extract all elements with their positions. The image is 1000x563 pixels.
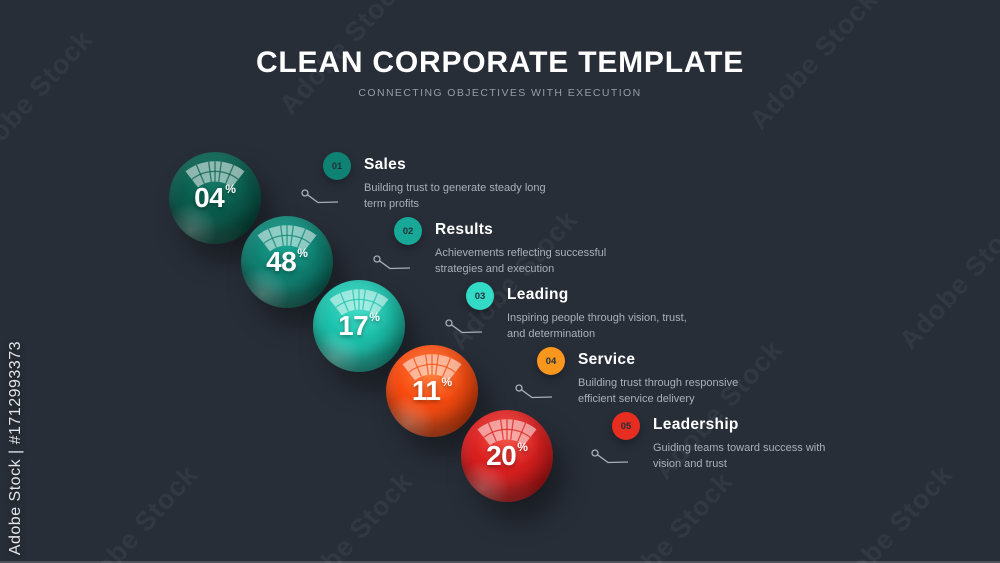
window-reflection-highlight [329, 289, 389, 316]
percent-value: 04% [194, 182, 236, 213]
objective-item-leading: 03 Leading Inspiring people through visi… [466, 282, 702, 343]
header: CLEAN CORPORATE TEMPLATE CONNECTING OBJE… [0, 0, 1000, 99]
leader-line [445, 319, 483, 334]
window-reflection-highlight [477, 419, 537, 446]
item-title: Service [578, 351, 636, 368]
item-description: Guiding teams toward success with vision… [653, 442, 826, 470]
percent-value: 20% [486, 440, 528, 471]
item-description: Achievements reflecting successful strat… [435, 247, 607, 275]
item-title: Leadership [653, 416, 739, 433]
item-description: Building trust to generate steady long t… [364, 182, 546, 210]
leader-line [301, 189, 339, 204]
item-title: Sales [364, 156, 407, 173]
bottom-edge-line [0, 561, 1000, 563]
diagonal-watermark: Adobe Stock [893, 204, 1000, 356]
diagonal-watermark: Adobe Stock [63, 459, 204, 563]
metric-ball-3: 17% [313, 280, 405, 372]
item-description: Inspiring people through vision, trust, … [507, 312, 687, 340]
step-number-badge: 02 [394, 217, 422, 245]
metric-ball-1: 04% [169, 152, 261, 244]
diagonal-watermark: Adobe Stock [278, 466, 419, 563]
objective-item-results: 02 Results Achievements reflecting succe… [394, 217, 630, 278]
window-reflection-highlight [257, 225, 317, 252]
step-number-badge: 05 [612, 412, 640, 440]
item-description: Building trust through responsive effici… [578, 377, 739, 405]
page-subtitle: CONNECTING OBJECTIVES WITH EXECUTION [358, 87, 642, 99]
objective-item-leadership: 05 Leadership Guiding teams toward succe… [612, 412, 848, 473]
percent-value: 48% [266, 246, 308, 277]
metric-ball-2: 48% [241, 216, 333, 308]
diagonal-watermark: Adobe Stock [818, 459, 959, 563]
step-number-badge: 03 [466, 282, 494, 310]
leader-line [591, 449, 629, 464]
percent-value: 17% [338, 310, 380, 341]
step-number-badge: 01 [323, 152, 351, 180]
leader-line [515, 384, 553, 399]
percent-value: 11% [411, 375, 453, 406]
metric-ball-5: 20% [461, 410, 553, 502]
diagonal-watermark: Adobe Stock [598, 466, 739, 563]
window-reflection-highlight [185, 161, 245, 188]
window-reflection-highlight [402, 354, 462, 381]
item-title: Results [435, 221, 494, 238]
stock-id-watermark: Adobe Stock | #1712993373 [7, 340, 24, 555]
objective-item-service: 04 Service Building trust through respon… [537, 347, 773, 408]
objective-item-sales: 01 Sales Building trust to generate stea… [323, 152, 559, 213]
item-title: Leading [507, 286, 569, 303]
page-title: CLEAN CORPORATE TEMPLATE [255, 46, 745, 79]
leader-line [373, 255, 411, 270]
step-number-badge: 04 [537, 347, 565, 375]
metric-ball-4: 11% [386, 345, 478, 437]
